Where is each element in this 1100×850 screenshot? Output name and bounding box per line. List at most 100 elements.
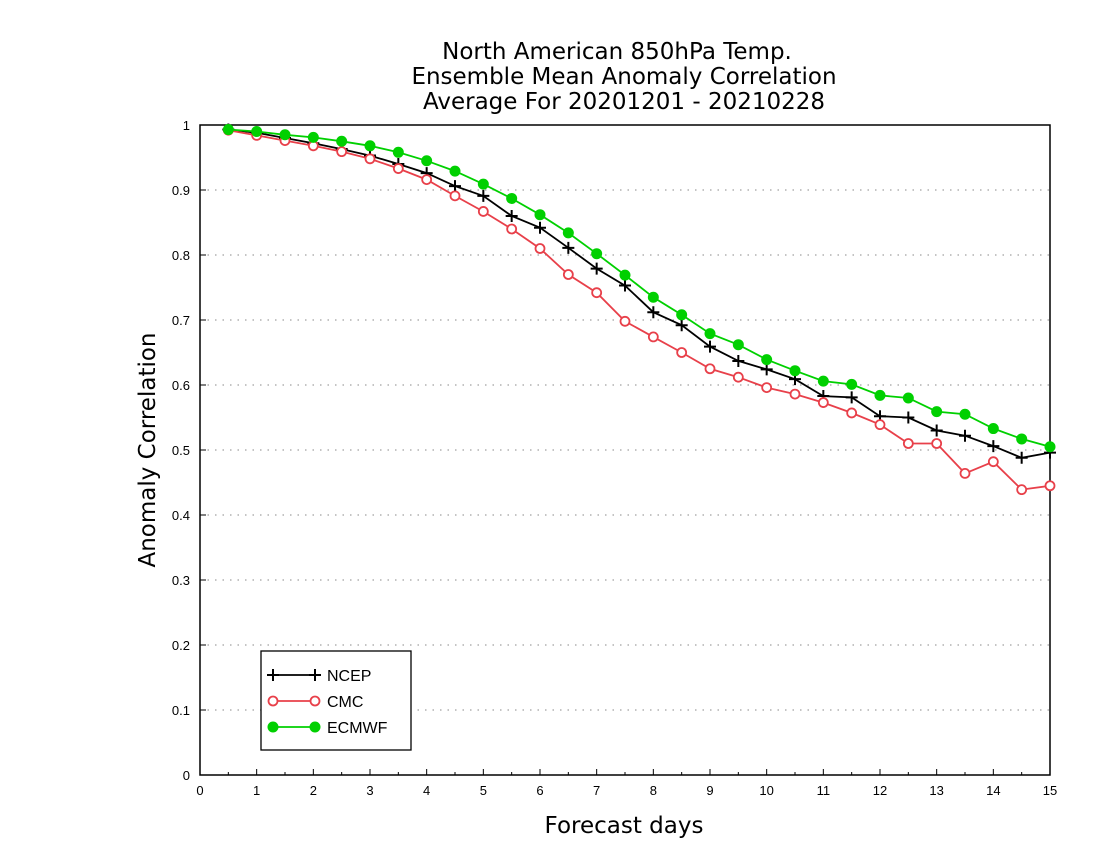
data-point-cmc <box>364 153 376 165</box>
x-tick-label: 12 <box>873 783 887 798</box>
x-tick-label: 8 <box>650 783 657 798</box>
data-point-ncep <box>930 424 943 437</box>
data-point-ecmwf <box>364 140 376 152</box>
x-tick-label: 7 <box>593 783 600 798</box>
y-tick-label: 0.7 <box>172 313 190 328</box>
data-point-ecmwf <box>704 328 716 340</box>
data-point-ecmwf <box>874 389 886 401</box>
data-point-ecmwf <box>732 339 744 351</box>
series-cmc <box>222 124 1056 496</box>
y-axis-ticks: 0 0.1 0.2 0.3 0.4 0.5 0.6 0.7 0.8 0.9 1 <box>172 118 206 783</box>
x-tick-label: 15 <box>1043 783 1057 798</box>
data-point-ecmwf <box>789 365 801 377</box>
data-point-ecmwf <box>761 354 773 366</box>
series-ncep <box>222 123 1056 464</box>
y-tick-label: 0.6 <box>172 378 190 393</box>
y-tick-label: 0.8 <box>172 248 190 263</box>
x-axis-ticks: 0 1 2 3 4 5 6 7 8 9 10 11 12 13 14 15 <box>196 769 1057 798</box>
y-tick-label: 0.4 <box>172 508 190 523</box>
x-tick-label: 5 <box>480 783 487 798</box>
data-point-ecmwf <box>987 423 999 435</box>
data-point-ecmwf <box>619 269 631 281</box>
legend-marker-cmc <box>267 695 279 707</box>
data-point-ncep <box>902 411 915 424</box>
chart-title: North American 850hPa Temp. Ensemble Mea… <box>411 39 836 115</box>
data-series <box>222 123 1056 496</box>
title-line-3: Average For 20201201 - 20210228 <box>423 89 825 115</box>
data-point-ecmwf <box>336 135 348 147</box>
legend-label-ecmwf: ECMWF <box>327 720 388 737</box>
data-point-ncep <box>647 306 660 319</box>
data-point-cmc <box>421 174 433 186</box>
series-line-ecmwf <box>228 128 1051 448</box>
y-tick-label: 0.3 <box>172 573 190 588</box>
title-line-2: Ensemble Mean Anomaly Correlation <box>411 64 836 90</box>
data-point-ecmwf <box>534 209 546 221</box>
data-point-cmc <box>591 287 603 299</box>
y-axis-label: Anomaly Correlation <box>135 332 161 567</box>
legend-marker-cmc <box>309 695 321 707</box>
data-point-ncep <box>1015 451 1028 464</box>
data-point-cmc <box>902 438 914 449</box>
data-point-ncep <box>505 210 518 222</box>
data-point-ecmwf <box>222 124 234 136</box>
data-point-cmc <box>449 190 461 202</box>
x-tick-label: 13 <box>929 783 943 798</box>
data-point-ecmwf <box>421 155 433 167</box>
data-point-cmc <box>619 315 631 327</box>
y-tick-label: 0.5 <box>172 443 190 458</box>
legend-marker-ncep <box>267 669 279 681</box>
data-point-cmc <box>732 371 744 383</box>
data-point-ecmwf <box>1016 433 1028 445</box>
y-tick-label: 0.9 <box>172 183 190 198</box>
x-tick-label: 3 <box>366 783 373 798</box>
x-tick-label: 1 <box>253 783 260 798</box>
x-tick-label: 6 <box>536 783 543 798</box>
data-point-ncep <box>959 429 971 442</box>
x-tick-label: 11 <box>817 783 831 798</box>
y-tick-label: 0.2 <box>172 638 190 653</box>
data-point-ncep <box>562 241 575 254</box>
data-point-ecmwf <box>959 408 971 420</box>
legend-label-cmc: CMC <box>327 694 363 711</box>
data-point-ecmwf <box>817 375 829 387</box>
legend-marker-ecmwf <box>267 721 279 733</box>
data-point-cmc <box>874 419 886 431</box>
series-line-cmc <box>228 129 1051 491</box>
legend-marker-ncep <box>309 669 321 681</box>
data-point-cmc <box>647 331 659 343</box>
data-point-ecmwf <box>902 392 914 404</box>
data-point-ncep <box>987 440 1000 453</box>
x-tick-label: 9 <box>706 783 713 798</box>
x-tick-label: 10 <box>759 783 773 798</box>
data-point-ncep <box>534 221 546 234</box>
data-point-cmc <box>392 163 404 174</box>
data-point-cmc <box>506 223 518 235</box>
data-point-ncep <box>732 354 745 367</box>
data-point-cmc <box>477 206 489 217</box>
x-axis-label: Forecast days <box>545 813 704 839</box>
legend-label-ncep: NCEP <box>327 668 371 685</box>
data-point-cmc <box>1016 484 1028 496</box>
data-point-ecmwf <box>647 291 659 303</box>
data-point-ncep <box>845 391 858 404</box>
data-point-ecmwf <box>449 165 461 177</box>
data-point-ecmwf <box>307 131 319 143</box>
data-point-cmc <box>987 456 999 468</box>
data-point-cmc <box>562 269 574 280</box>
data-point-ecmwf <box>1044 441 1056 453</box>
data-point-ecmwf <box>676 309 688 321</box>
data-point-ecmwf <box>506 192 518 204</box>
legend-entry-ecmwf: ECMWF <box>267 720 388 737</box>
data-point-ecmwf <box>562 227 574 239</box>
data-point-cmc <box>959 467 971 479</box>
data-point-ecmwf <box>846 378 858 390</box>
legend-entry-cmc: CMC <box>267 694 363 711</box>
x-tick-label: 4 <box>423 783 430 798</box>
legend-entry-ncep: NCEP <box>267 668 371 685</box>
data-point-ncep <box>619 279 631 292</box>
data-point-cmc <box>761 382 773 394</box>
data-point-cmc <box>336 146 348 158</box>
data-point-cmc <box>676 347 688 358</box>
